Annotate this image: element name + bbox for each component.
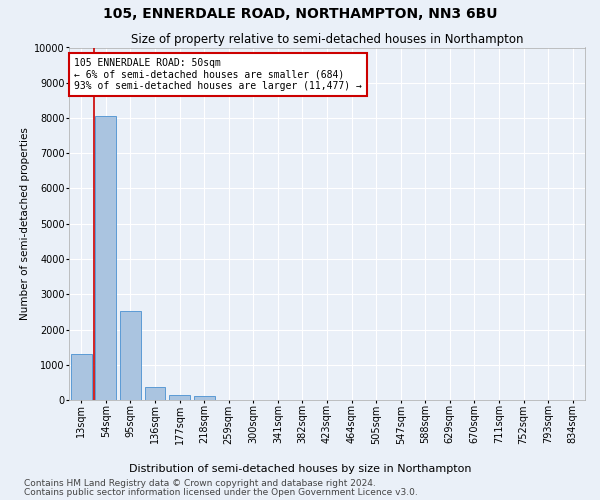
- Bar: [145, 386, 166, 400]
- Bar: [169, 395, 190, 400]
- Text: 105 ENNERDALE ROAD: 50sqm
← 6% of semi-detached houses are smaller (684)
93% of : 105 ENNERDALE ROAD: 50sqm ← 6% of semi-d…: [74, 58, 362, 92]
- Y-axis label: Number of semi-detached properties: Number of semi-detached properties: [20, 128, 30, 320]
- Text: Contains HM Land Registry data © Crown copyright and database right 2024.: Contains HM Land Registry data © Crown c…: [24, 480, 376, 488]
- Bar: [71, 354, 92, 400]
- Bar: [95, 116, 116, 400]
- Bar: [120, 311, 141, 400]
- Text: Contains public sector information licensed under the Open Government Licence v3: Contains public sector information licen…: [24, 488, 418, 497]
- Text: Distribution of semi-detached houses by size in Northampton: Distribution of semi-detached houses by …: [129, 464, 471, 474]
- Text: 105, ENNERDALE ROAD, NORTHAMPTON, NN3 6BU: 105, ENNERDALE ROAD, NORTHAMPTON, NN3 6B…: [103, 8, 497, 22]
- Title: Size of property relative to semi-detached houses in Northampton: Size of property relative to semi-detach…: [131, 34, 523, 46]
- Bar: [194, 396, 215, 400]
